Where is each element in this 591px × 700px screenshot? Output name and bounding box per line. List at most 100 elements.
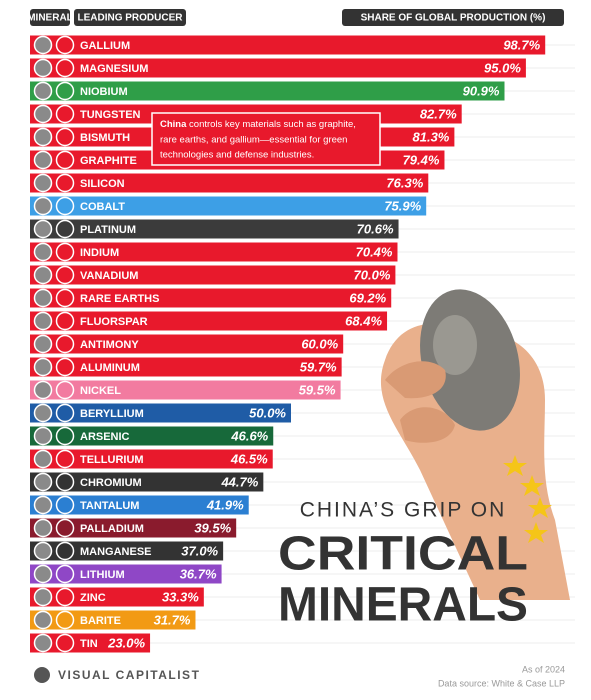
mineral-name: COBALT xyxy=(80,201,125,213)
flag-icon xyxy=(55,518,75,538)
bar xyxy=(30,541,224,561)
value-label: 31.7% xyxy=(154,612,191,627)
mineral-icon xyxy=(33,265,53,285)
value-label: 76.3% xyxy=(386,175,423,190)
title: CHINA’S GRIP ON xyxy=(300,499,507,522)
value-label: 82.7% xyxy=(420,106,457,121)
flag-icon xyxy=(55,58,75,78)
flag-icon xyxy=(55,564,75,584)
mineral-icon xyxy=(33,610,53,630)
mineral-name: LITHIUM xyxy=(80,569,125,581)
mineral-icon xyxy=(33,58,53,78)
mineral-icon xyxy=(33,633,53,653)
bar xyxy=(30,518,237,538)
bar xyxy=(30,288,392,308)
value-label: 44.7% xyxy=(220,474,258,489)
flag-icon xyxy=(55,104,75,124)
mineral-icon xyxy=(33,334,53,354)
value-label: 23.0% xyxy=(107,635,145,650)
bar xyxy=(30,564,222,584)
mineral-name: RARE EARTHS xyxy=(80,293,159,305)
mineral-name: NICKEL xyxy=(80,385,121,397)
bar xyxy=(30,58,526,78)
mineral-icon xyxy=(33,495,53,515)
flag-icon xyxy=(55,495,75,515)
bar xyxy=(30,380,341,400)
header-box xyxy=(342,9,564,26)
mineral-icon xyxy=(33,449,53,469)
bar xyxy=(30,357,342,377)
mineral-icon xyxy=(33,472,53,492)
mineral-icon xyxy=(33,150,53,170)
bar xyxy=(30,449,273,469)
mineral-icon xyxy=(33,564,53,584)
hand-illustration xyxy=(380,289,570,600)
mineral-icon xyxy=(33,219,53,239)
mineral-icon xyxy=(33,357,53,377)
flag-icon xyxy=(55,219,75,239)
mineral-name: PALLADIUM xyxy=(80,523,144,535)
flag-icon xyxy=(55,403,75,423)
mineral-icon xyxy=(33,426,53,446)
flag-icon xyxy=(55,127,75,147)
value-label: 75.9% xyxy=(384,198,421,213)
annotation: China controls key materials such as gra… xyxy=(160,119,356,130)
mineral-icon xyxy=(33,127,53,147)
mineral-name: TANTALUM xyxy=(80,500,139,512)
mineral-name: BISMUTH xyxy=(80,132,130,144)
source-date: As of 2024 xyxy=(522,664,565,674)
value-label: 60.0% xyxy=(301,336,338,351)
annotation: technologies and defense industries. xyxy=(160,150,314,161)
flag-icon xyxy=(55,334,75,354)
flag-icon xyxy=(55,357,75,377)
header-producer: LEADING PRODUCER xyxy=(77,13,183,24)
bar xyxy=(30,495,249,515)
value-label: 81.3% xyxy=(413,129,450,144)
mineral-name: VANADIUM xyxy=(80,270,138,282)
flag-icon xyxy=(55,288,75,308)
mineral-icon xyxy=(33,196,53,216)
value-label: 90.9% xyxy=(463,83,500,98)
mineral-name: NIOBIUM xyxy=(80,86,128,98)
mineral-icon xyxy=(33,403,53,423)
value-label: 70.0% xyxy=(354,267,391,282)
value-label: 69.2% xyxy=(349,290,386,305)
value-label: 79.4% xyxy=(403,152,440,167)
mineral-name: MAGNESIUM xyxy=(80,63,148,75)
value-label: 36.7% xyxy=(180,566,217,581)
header-box xyxy=(30,9,70,26)
mineral-icon xyxy=(33,173,53,193)
value-label: 39.5% xyxy=(194,520,231,535)
bar xyxy=(30,265,396,285)
bar xyxy=(30,403,291,423)
header-share: SHARE OF GLOBAL PRODUCTION (%) xyxy=(361,13,546,24)
source: Data source: White & Case LLP xyxy=(438,678,565,688)
flag-icon xyxy=(55,35,75,55)
value-label: 41.9% xyxy=(206,497,244,512)
mineral-icon xyxy=(33,81,53,101)
title: MINERALS xyxy=(278,579,528,632)
mineral-icon xyxy=(33,288,53,308)
value-label: 37.0% xyxy=(181,543,218,558)
mineral-name: TELLURIUM xyxy=(80,454,144,466)
flag-icon xyxy=(55,242,75,262)
value-label: 59.7% xyxy=(300,359,337,374)
flag-icon xyxy=(55,472,75,492)
flag-icon xyxy=(55,541,75,561)
flag-icon xyxy=(55,311,75,331)
value-label: 68.4% xyxy=(345,313,382,328)
flag-icon xyxy=(55,265,75,285)
flag-icon xyxy=(55,196,75,216)
mineral-name: CHROMIUM xyxy=(80,477,142,489)
mineral-icon xyxy=(33,104,53,124)
flag-icon xyxy=(55,81,75,101)
mineral-name: TIN xyxy=(80,638,98,650)
header-mineral: MINERAL xyxy=(27,13,73,24)
bar xyxy=(30,173,429,193)
bar xyxy=(30,242,398,262)
flag-icon xyxy=(55,380,75,400)
bar xyxy=(30,587,204,607)
value-label: 46.6% xyxy=(230,428,268,443)
value-label: 70.4% xyxy=(356,244,393,259)
